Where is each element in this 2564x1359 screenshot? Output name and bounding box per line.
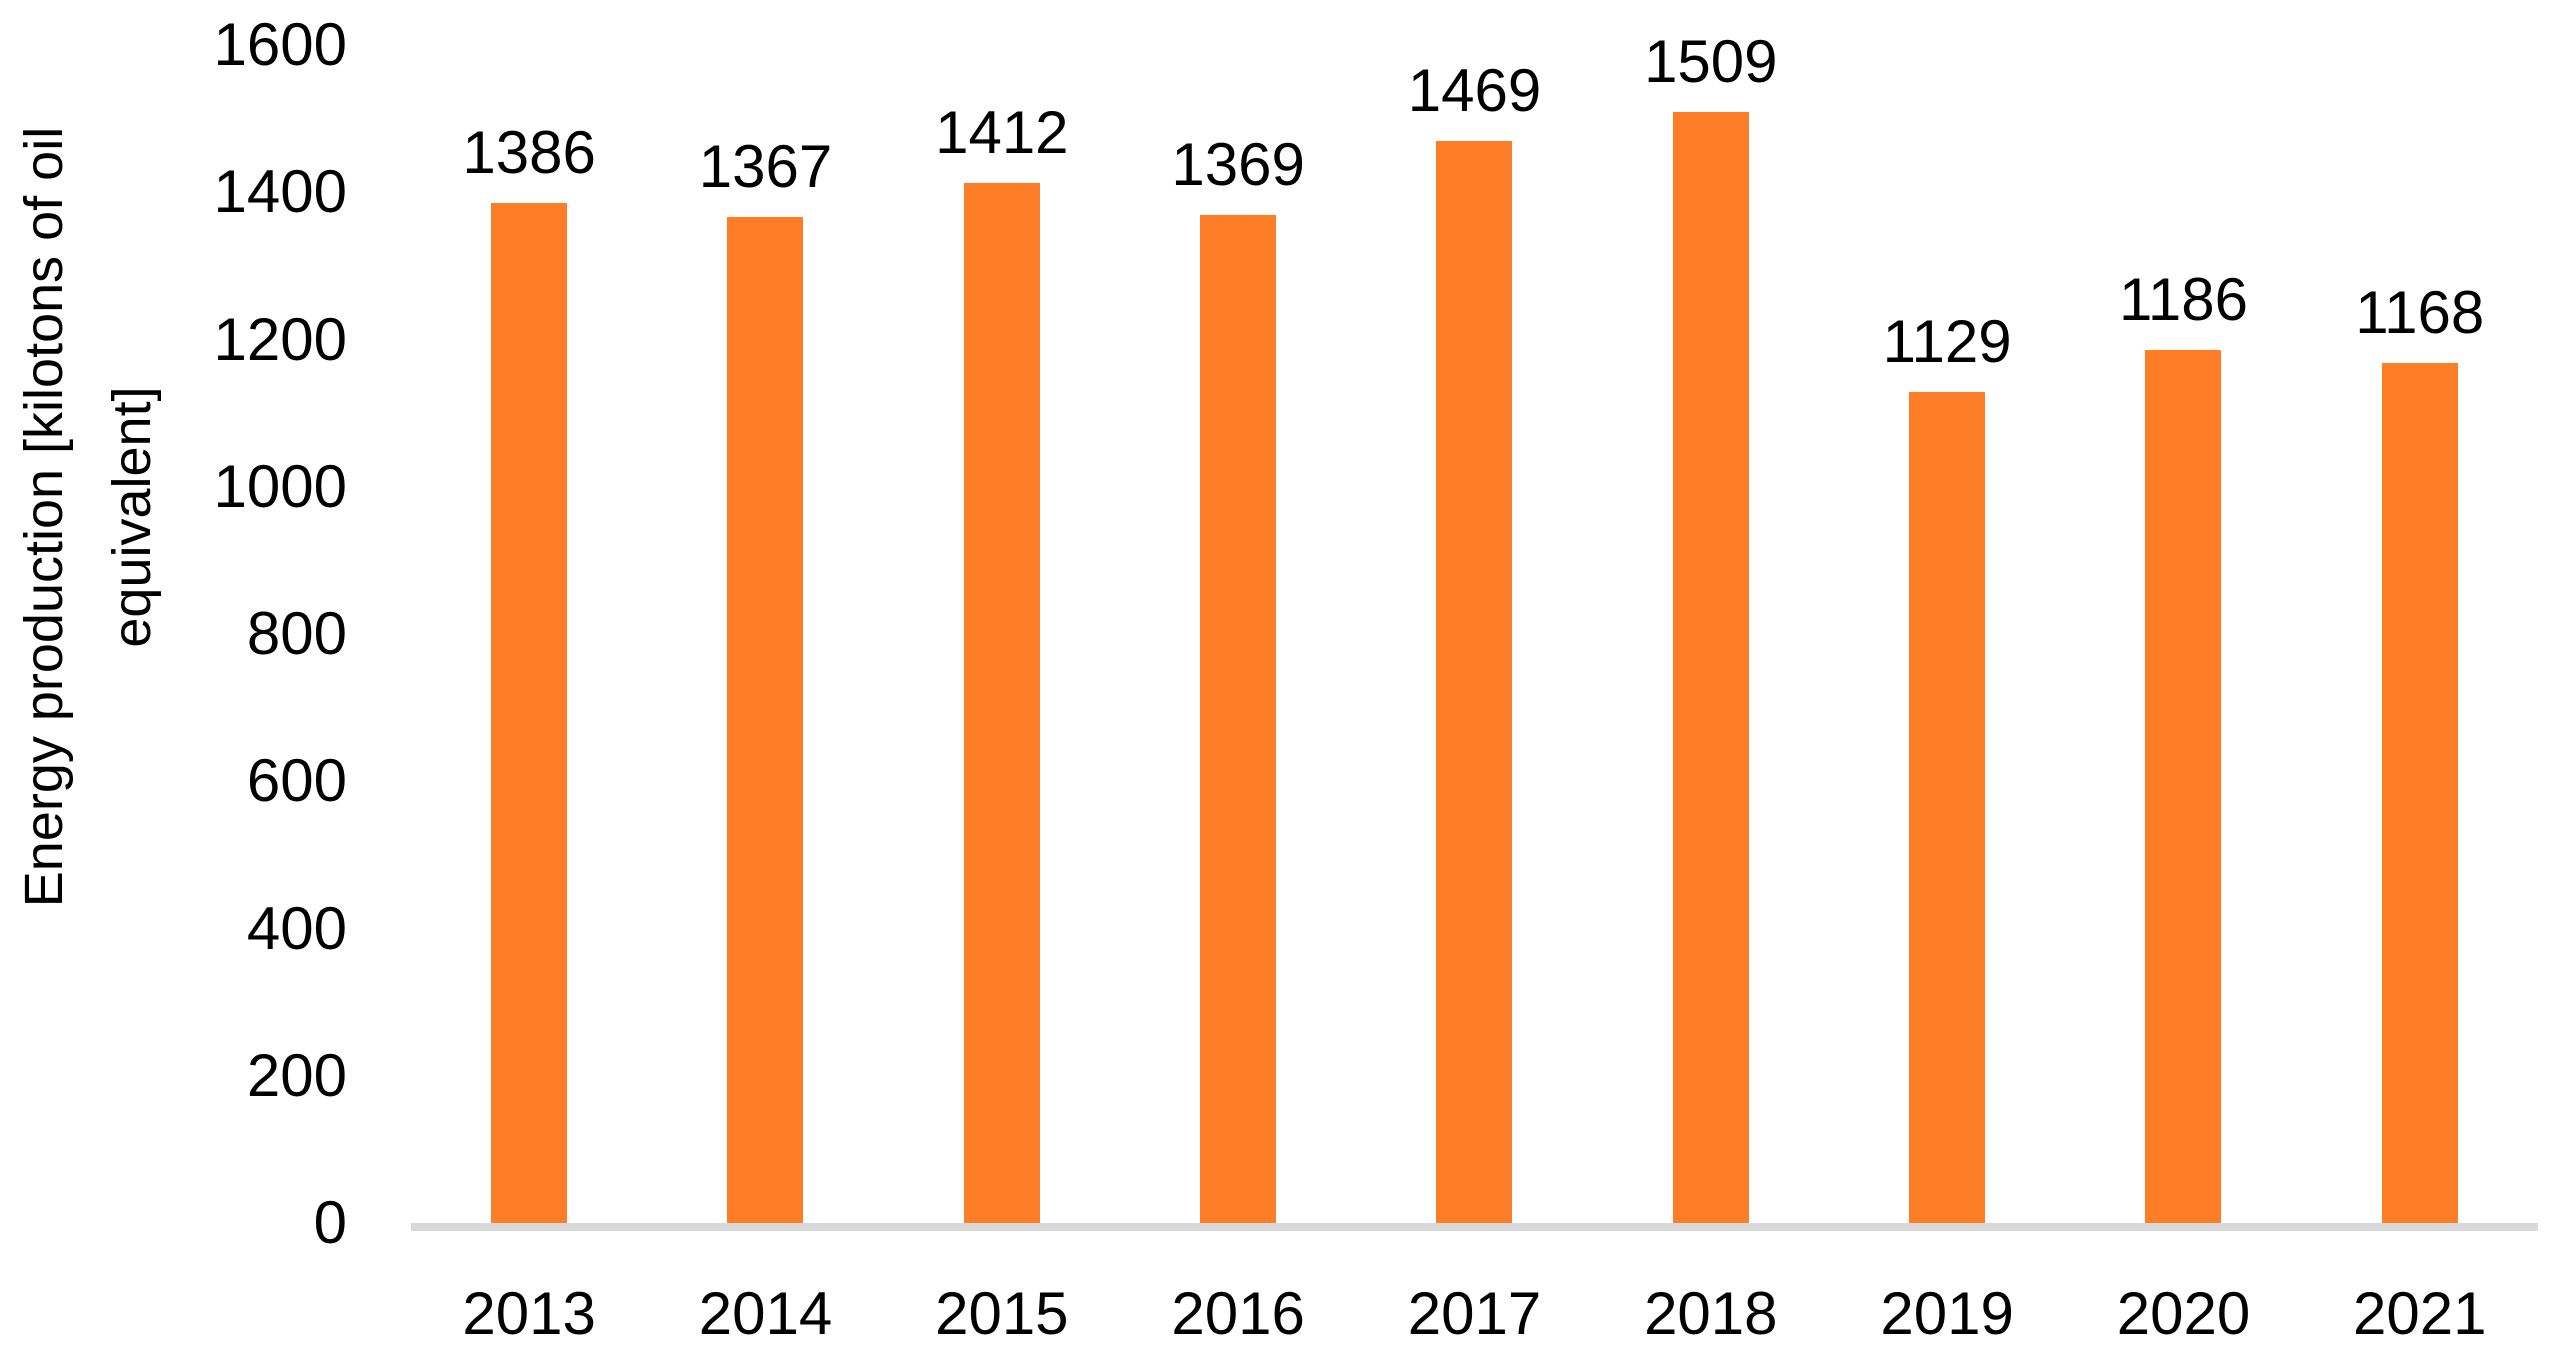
bar-2015: [963, 183, 1040, 1223]
plot-area: 1386 1367 1412 1369 1469 1509 1129 1186 …: [411, 0, 2538, 1223]
x-tick-label-2017: 2017: [1407, 1280, 1542, 1347]
bar-slot: 1367: [647, 131, 883, 1223]
y-axis-title-line1: Energy production [kilotons of oil: [14, 126, 74, 908]
x-tick-label-2015: 2015: [935, 1280, 1069, 1347]
bar-slot: 1469: [1356, 55, 1592, 1223]
bar-slot: 1412: [884, 97, 1120, 1223]
bar-slot: 1186: [2065, 264, 2301, 1223]
y-axis-title: Energy production [kilotons of oil equiv…: [0, 0, 176, 1117]
x-tick-label-2016: 2016: [1171, 1280, 1305, 1347]
bar-value-label: 1412: [935, 99, 1069, 166]
bar-2013: [491, 203, 568, 1223]
bar-slot: 1168: [2302, 277, 2538, 1223]
y-tick-label: 1600: [213, 11, 347, 78]
bar-2014: [727, 217, 804, 1223]
bar-slot: 1369: [1120, 129, 1356, 1223]
bar-2019: [1909, 392, 1986, 1223]
x-tick-label-2014: 2014: [698, 1280, 833, 1347]
y-tick-label: 600: [246, 747, 347, 815]
bar-value-label: 1367: [698, 133, 833, 200]
x-tick-label-2021: 2021: [2353, 1280, 2487, 1347]
bar-2020: [2145, 350, 2222, 1223]
bar-2021: [2381, 363, 2458, 1223]
bar-2017: [1436, 141, 1513, 1223]
y-tick-label: 1000: [213, 452, 347, 520]
y-tick-label: 1200: [213, 305, 347, 373]
bar-value-label: 1369: [1171, 131, 1305, 198]
bar-2016: [1200, 215, 1277, 1223]
x-axis-tick-labels: 2013 2014 2015 2016 2017 2018 2019 2020 2021: [411, 1276, 2538, 1352]
bar-value-label: 1509: [1644, 28, 1778, 95]
x-axis-baseline: [411, 1223, 2538, 1231]
bar-slot: 1129: [1829, 306, 2065, 1223]
x-tick-label-2019: 2019: [1880, 1280, 2014, 1347]
bar-value-label: 1469: [1407, 57, 1542, 124]
y-tick-label: 400: [246, 894, 347, 962]
y-axis-title-line2: equivalent]: [102, 386, 162, 648]
x-tick-label-2013: 2013: [462, 1280, 596, 1347]
bar-value-label: 1186: [2118, 266, 2248, 333]
x-tick-label-2020: 2020: [2116, 1280, 2251, 1347]
bar-value-label: 1386: [462, 119, 596, 186]
bar-slot: 1509: [1593, 26, 1829, 1223]
bar-value-label: 1129: [1882, 308, 2012, 375]
y-tick-label: 0: [313, 1189, 347, 1256]
bar-value-label: 1168: [2355, 279, 2485, 346]
y-tick-label: 200: [246, 1041, 347, 1109]
bar-slot: 1386: [411, 117, 647, 1223]
y-tick-label: 800: [246, 600, 347, 667]
y-tick-label: 1400: [213, 158, 347, 226]
x-tick-label-2018: 2018: [1644, 1280, 1778, 1347]
bar-2018: [1672, 112, 1749, 1223]
